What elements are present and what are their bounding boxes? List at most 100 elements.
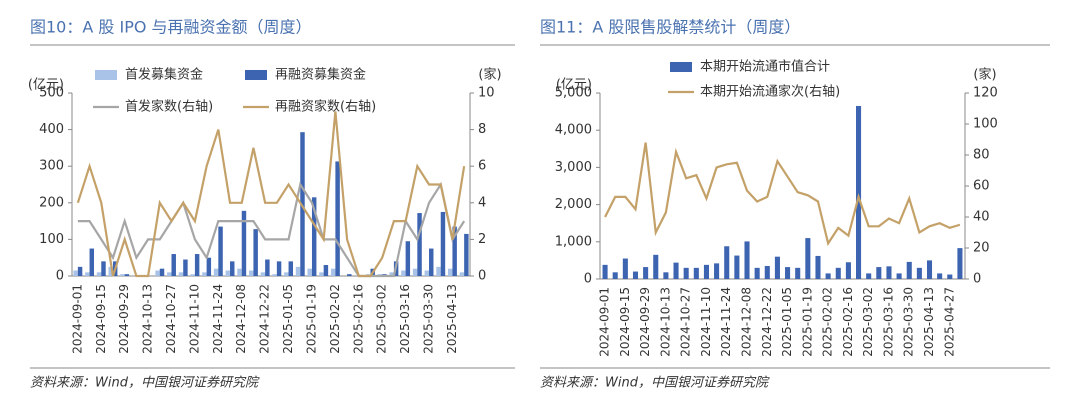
bar — [159, 268, 165, 276]
y-tick-label: 300 — [39, 159, 64, 174]
y2-tick-label: 6 — [478, 159, 486, 174]
line — [604, 142, 961, 247]
x-tick-label: 2024-10-27 — [679, 287, 693, 357]
x-tick-label: 2024-09-29 — [117, 284, 131, 354]
y-tick-label: 500 — [39, 86, 64, 101]
chart-title: 图10：A 股 IPO 与再融资金额（周度） — [30, 18, 312, 37]
x-tick-label: 2025-01-05 — [780, 287, 794, 357]
bar — [85, 272, 90, 276]
bar — [464, 233, 469, 276]
bar — [412, 268, 418, 276]
bar — [206, 257, 212, 276]
x-tick-label: 2025-01-19 — [800, 287, 814, 357]
bar — [323, 265, 329, 276]
x-tick-label: 2024-09-29 — [638, 287, 652, 357]
y-tick-label: 5,000 — [555, 86, 592, 101]
bar — [602, 264, 608, 279]
x-tick-label: 2024-12-22 — [760, 287, 774, 357]
y-tick-label: 400 — [39, 122, 64, 137]
bar — [447, 268, 453, 276]
x-tick-label: 2025-03-02 — [375, 284, 389, 354]
bar — [155, 270, 160, 276]
y2-axis-label: (家) — [478, 67, 501, 83]
bar — [335, 161, 340, 276]
bar — [452, 226, 457, 276]
bar — [734, 255, 740, 279]
bar — [643, 267, 649, 279]
y2-tick-label: 0 — [973, 272, 981, 287]
bar — [194, 254, 200, 276]
x-tick-label: 2025-03-02 — [861, 287, 875, 357]
y2-axis-label: (家) — [973, 67, 996, 83]
x-tick-label: 2024-09-15 — [618, 287, 632, 357]
bar — [171, 254, 176, 276]
y-tick-label: 3,000 — [555, 160, 592, 175]
x-tick-label: 2024-11-10 — [187, 284, 201, 354]
x-tick-label: 2024-11-24 — [211, 284, 225, 354]
bar — [436, 266, 441, 276]
bar — [225, 270, 231, 276]
x-tick-label: 2024-10-27 — [164, 284, 178, 354]
bar — [805, 238, 811, 279]
y-tick-label: 0 — [584, 272, 592, 287]
y-tick-label: 2,000 — [555, 197, 592, 212]
bar — [815, 255, 821, 279]
bar — [230, 261, 235, 276]
bar — [845, 262, 851, 279]
x-tick-label: 2025-01-05 — [281, 284, 295, 354]
legend-swatch — [670, 62, 692, 72]
y-tick-label: 1,000 — [555, 234, 592, 249]
x-tick-label: 2025-02-16 — [841, 287, 855, 357]
bar — [825, 273, 831, 279]
bar — [183, 259, 188, 276]
bar — [856, 106, 862, 280]
x-tick-label: 2025-04-27 — [942, 287, 956, 357]
bar — [693, 267, 699, 279]
bar — [96, 272, 102, 276]
x-tick-label: 2025-02-16 — [351, 284, 365, 354]
bar — [429, 248, 434, 276]
x-tick-label: 2024-11-24 — [719, 287, 733, 357]
bar — [764, 265, 770, 279]
bar — [101, 261, 106, 276]
x-tick-label: 2024-09-15 — [94, 284, 108, 354]
x-tick-label: 2025-01-19 — [304, 284, 318, 354]
bar — [926, 260, 933, 279]
bar — [916, 267, 922, 279]
x-tick-label: 2025-04-13 — [445, 284, 459, 354]
bar — [663, 272, 669, 279]
bar — [276, 261, 282, 276]
legend-swatch — [245, 70, 267, 80]
bar — [167, 272, 172, 276]
x-tick-label: 2024-12-08 — [234, 284, 248, 354]
legend-label: 再融资募集资金 — [275, 67, 366, 83]
y-axis-label: (亿元) — [556, 78, 592, 93]
legend-label: 本期开始流通市值合计 — [700, 59, 830, 75]
y2-tick-label: 20 — [973, 241, 990, 256]
y-tick-label: 200 — [39, 195, 64, 210]
bar — [785, 267, 791, 279]
x-tick-label: 2024-12-22 — [258, 284, 272, 354]
x-tick-label: 2025-04-13 — [922, 287, 936, 357]
bar — [417, 213, 422, 276]
x-tick-label: 2025-03-16 — [881, 287, 895, 357]
bar — [896, 273, 902, 279]
x-tick-label: 2025-02-02 — [328, 284, 342, 354]
bar — [937, 273, 943, 279]
bar — [401, 270, 406, 276]
bar — [288, 261, 294, 276]
bar — [307, 268, 312, 276]
x-tick-label: 2025-02-02 — [821, 287, 835, 357]
bar — [632, 271, 639, 279]
bar — [612, 272, 618, 279]
x-tick-label: 2024-11-10 — [699, 287, 713, 357]
bar — [218, 226, 223, 276]
y-axis-label: (亿元) — [28, 78, 64, 93]
bar — [89, 248, 95, 276]
bar — [178, 272, 184, 276]
line — [76, 111, 466, 278]
bar — [876, 267, 882, 279]
source-note: 资料来源：Wind，中国银河证券研究院 — [540, 375, 770, 391]
bar — [683, 267, 689, 279]
